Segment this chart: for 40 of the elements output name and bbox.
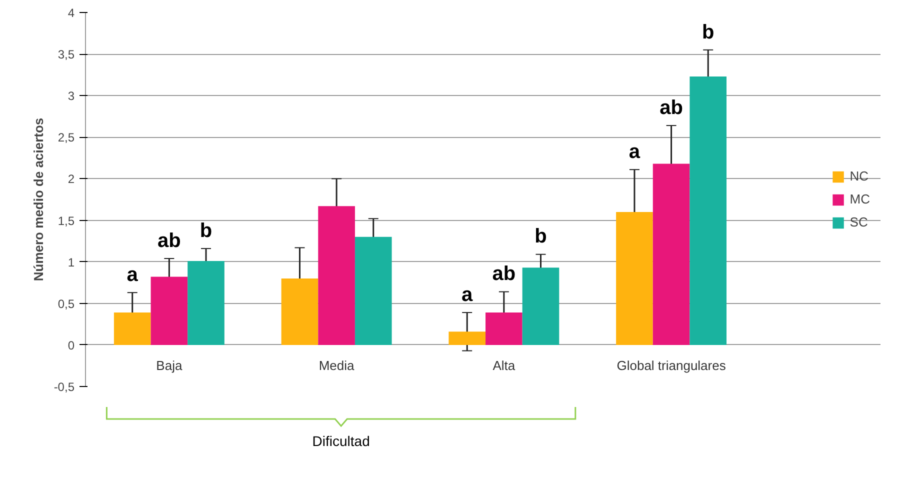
legend-label: MC <box>850 192 870 206</box>
bar <box>486 312 522 345</box>
y-tick-label: 0,5 <box>58 296 75 311</box>
y-tick-label: 3,5 <box>58 48 75 62</box>
x-tick-label: Global triangulares <box>616 358 726 374</box>
x-tick-label: Media <box>318 358 356 374</box>
data-label: ab <box>660 96 683 119</box>
legend-label: NC <box>850 168 870 184</box>
y-tick-label: 2,5 <box>58 130 75 145</box>
legend-label: SC <box>850 214 869 230</box>
x-tick-label: Baja <box>156 358 183 374</box>
bar <box>281 278 318 345</box>
data-label: ab <box>158 230 181 252</box>
bar <box>318 206 355 345</box>
bar <box>690 76 727 345</box>
data-label: ab <box>492 263 516 286</box>
text: Dificultad <box>311 432 371 451</box>
bar <box>616 212 653 345</box>
y-axis-title: Número medio de aciertos <box>30 118 46 282</box>
bar <box>522 268 560 345</box>
bar <box>652 164 690 345</box>
y-tick-label: 2 <box>68 172 75 186</box>
data-label: b <box>200 220 212 242</box>
x-tick-label: Alta <box>492 358 516 374</box>
y-tick-label: 1 <box>68 255 75 270</box>
data-label: a <box>628 140 641 163</box>
y-tick-label: 1,5 <box>58 214 75 228</box>
y-tick-label: 0 <box>68 338 75 352</box>
y-tick-label: -0,5 <box>54 380 75 394</box>
data-label: a <box>126 264 139 286</box>
data-label: b <box>534 226 547 248</box>
y-tick-label: 3 <box>68 89 75 104</box>
bar <box>354 236 392 345</box>
bar <box>150 276 188 345</box>
y-tick-label: 4 <box>68 6 75 20</box>
data-label: a <box>462 284 474 306</box>
bar <box>114 312 151 345</box>
data-label: b <box>702 21 714 44</box>
bar <box>188 261 224 345</box>
bar <box>448 332 486 345</box>
